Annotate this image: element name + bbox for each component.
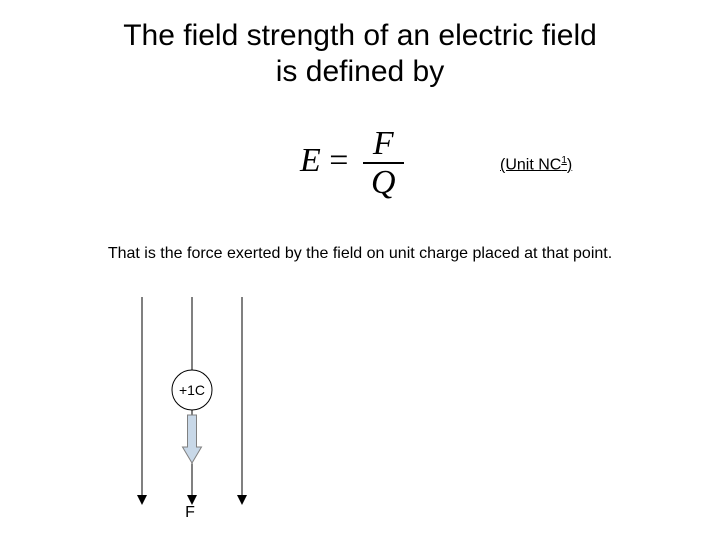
formula-lhs: E	[300, 142, 321, 179]
title-line-1: The field strength of an electric field	[123, 19, 597, 52]
title-line-2: is defined by	[276, 55, 444, 88]
formula: E = F Q	[300, 125, 404, 202]
explanation-text: That is the force exerted by the field o…	[0, 245, 720, 263]
formula-equals: =	[329, 142, 348, 179]
force-label: F	[185, 504, 195, 521]
unit-label: (Unit NC1)	[500, 155, 572, 174]
formula-row: E = F Q (Unit NC1)	[0, 125, 720, 205]
page-title: The field strength of an electric field …	[0, 0, 720, 90]
formula-denominator: Q	[363, 164, 404, 201]
force-arrow	[183, 415, 202, 463]
formula-fraction: F Q	[363, 125, 404, 202]
diagram-svg: +1C F	[120, 295, 320, 525]
unit-suffix: )	[567, 156, 572, 173]
unit-prefix: (Unit NC	[500, 156, 561, 173]
field-line-arrowhead	[137, 495, 147, 505]
field-line-arrowhead	[237, 495, 247, 505]
field-diagram: +1C F	[120, 295, 320, 525]
charge-label: +1C	[179, 382, 205, 398]
formula-numerator: F	[363, 125, 404, 164]
